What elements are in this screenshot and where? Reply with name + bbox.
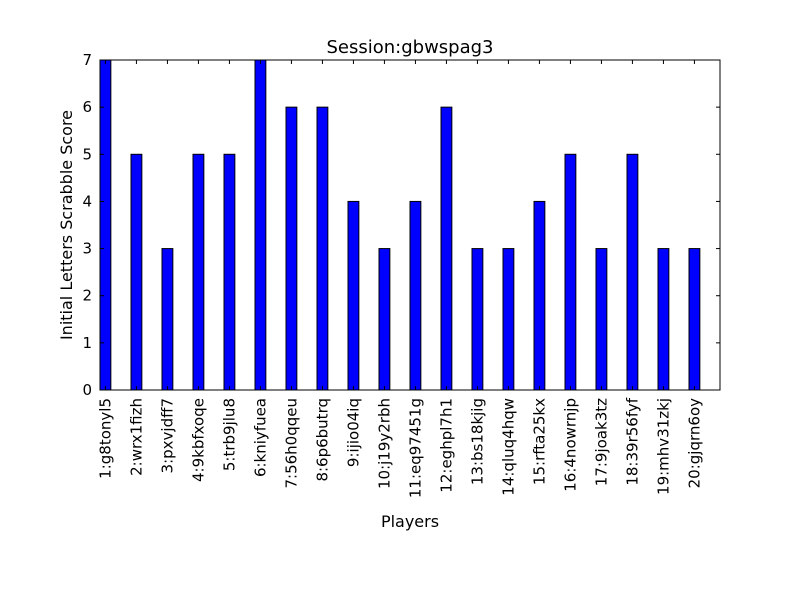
x-tick-label: 10:j19y2rbh <box>375 398 393 489</box>
bar <box>285 106 298 391</box>
y-tick-label: 3 <box>82 240 92 258</box>
bar <box>130 153 143 391</box>
x-tick-label: 6:kniyfuea <box>251 398 269 477</box>
bar <box>99 59 112 391</box>
x-axis-label: Players <box>381 512 439 531</box>
bar <box>192 153 205 391</box>
x-tick-label: 4:9kbfxoqe <box>189 398 207 482</box>
y-tick-label: 1 <box>82 334 92 352</box>
x-tick-label: 3:pxvjdff7 <box>158 398 176 473</box>
bar <box>254 59 267 391</box>
x-tick-label: 15:rfta25kx <box>530 398 548 485</box>
x-tick-label: 14:qluq4hqw <box>499 398 517 496</box>
x-tick-label: 2:wrx1fizh <box>127 398 145 476</box>
y-axis-label: Initial Letters Scrabble Score <box>57 110 76 340</box>
x-tick-label: 13:bs18kjig <box>468 398 486 485</box>
x-axis-ticks: 1:g8tonyl5 2:wrx1fizh 3:pxvjdff7 4:9kbfxoqe… <box>96 60 703 498</box>
bar <box>471 248 484 391</box>
y-tick-label: 6 <box>82 98 92 116</box>
chart-title: Session:gbwspag3 <box>326 37 493 58</box>
x-tick-label: 17:9joak3tz <box>592 398 610 486</box>
bar <box>595 248 608 391</box>
y-axis-ticks: 0 1 2 3 4 5 6 7 <box>82 51 720 399</box>
bar <box>626 153 639 391</box>
x-tick-label: 20:gjqrn6oy <box>685 398 703 488</box>
bar <box>564 153 577 391</box>
x-tick-label: 7:56h0qqeu <box>282 398 300 489</box>
x-tick-label: 18:39r56fyf <box>623 397 641 485</box>
bar <box>223 153 236 391</box>
x-tick-label: 12:eghpl7h1 <box>437 398 455 493</box>
bar <box>657 248 670 391</box>
bar <box>533 200 546 391</box>
bar <box>440 106 453 391</box>
x-tick-label: 19:mhv31zkj <box>654 398 672 495</box>
x-tick-label: 5:trb9jlu8 <box>220 398 238 471</box>
bar <box>316 106 329 391</box>
bar <box>347 200 360 391</box>
bar <box>688 248 701 391</box>
plot-frame <box>99 59 721 391</box>
y-tick-label: 2 <box>82 287 92 305</box>
x-tick-label: 9:ijio04iq <box>344 398 362 467</box>
x-tick-label: 16:4nowrnjp <box>561 398 579 492</box>
bar <box>161 248 174 391</box>
y-tick-label: 4 <box>82 192 92 210</box>
x-tick-label: 1:g8tonyl5 <box>96 398 114 479</box>
bars <box>99 59 701 391</box>
bar <box>378 248 391 391</box>
y-tick-label: 7 <box>82 51 92 69</box>
bar <box>409 200 422 391</box>
y-tick-label: 0 <box>82 381 92 399</box>
x-tick-label: 8:6p6butrq <box>313 398 331 482</box>
bar <box>502 248 515 391</box>
y-tick-label: 5 <box>82 145 92 163</box>
x-tick-label: 11:eq97451g <box>406 398 424 498</box>
